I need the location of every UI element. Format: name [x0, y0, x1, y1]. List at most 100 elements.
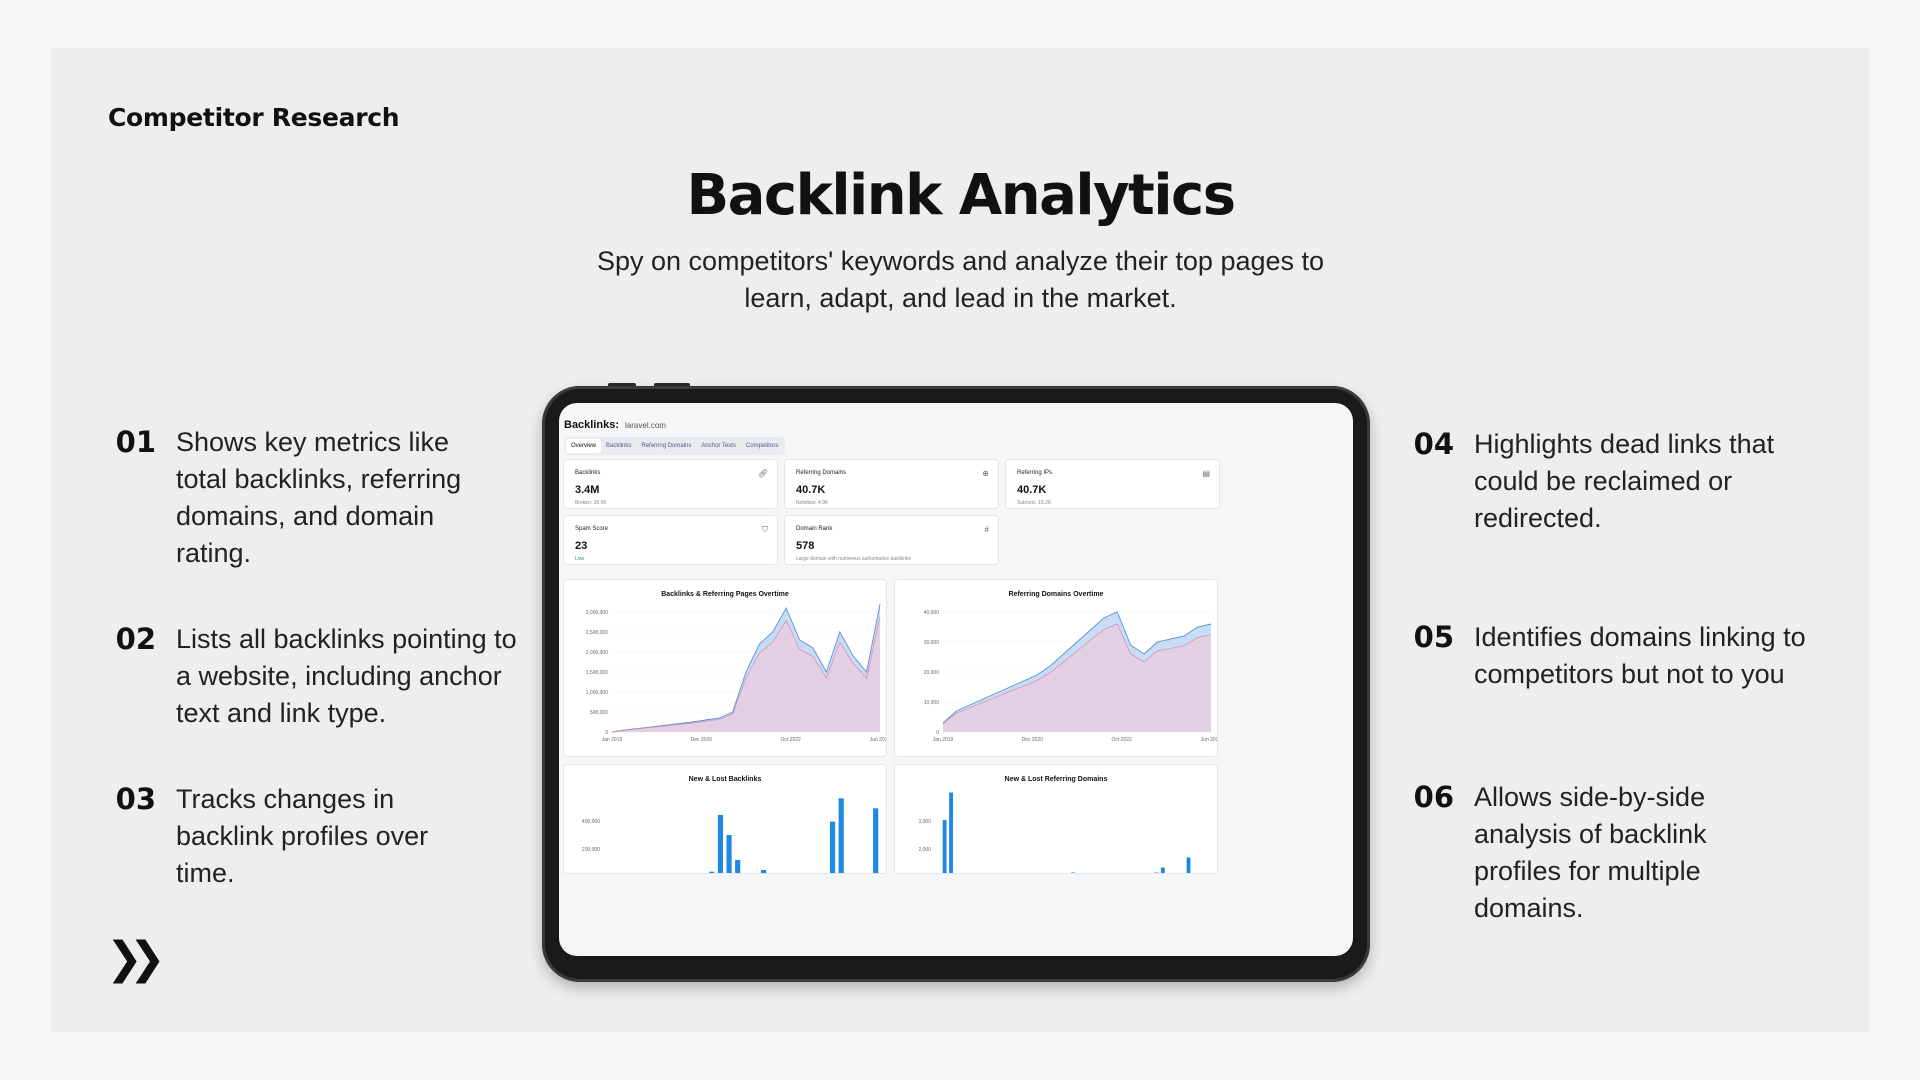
bar [735, 860, 741, 873]
y-tick-label: 3,000 [918, 819, 931, 825]
page-subtitle: Spy on competitors' keywords and analyze… [51, 243, 1870, 317]
metric-value: 40.7K [796, 484, 826, 496]
x-tick-label: Jan 2019 [933, 737, 954, 743]
y-tick-label: 400,000 [582, 819, 600, 825]
y-tick-label: 500,000 [590, 710, 608, 716]
bar [709, 871, 715, 873]
feature-text: Shows key metrics like total backlinks, … [176, 427, 462, 568]
area-chart-svg: 3,000,000 2,500,000 2,000,000 1,500,000 1,00… [586, 603, 887, 743]
metric-value: 40.7K [1017, 484, 1047, 496]
bar [717, 815, 724, 873]
feature-01: 01 Shows key metrics like total backlink… [108, 424, 538, 572]
slide: Competitor Research Backlink Analytics S… [51, 48, 1870, 1032]
bar [942, 820, 947, 873]
y-tick-label: 200,000 [582, 847, 600, 853]
bar-chart-svg: 400,000 200,000 [582, 798, 879, 873]
x-tick-label: Dec 2020 [1022, 737, 1044, 743]
x-tick-label: Jun 2024 [870, 737, 887, 743]
series-line [942, 611, 1212, 724]
feature-number: 05 [1413, 620, 1454, 654]
section-kicker: Competitor Research [108, 103, 400, 132]
bar [726, 835, 732, 873]
server-icon: ▤ [1202, 469, 1210, 478]
feature-number: 01 [115, 425, 156, 459]
metric-subtext: Broken: 28.9K [575, 500, 607, 506]
y-tick-label: 1,000,000 [586, 690, 608, 696]
feature-text: Tracks changes in backlink profiles over… [176, 784, 429, 888]
feature-04: 04 Highlights dead links that could be r… [1406, 426, 1846, 537]
bar [1160, 867, 1165, 873]
y-tick-label: 40,000 [924, 610, 940, 616]
metric-subtext: Nofollow: 4.9K [796, 500, 829, 506]
bar [949, 792, 953, 873]
x-tick-label: Jan 2019 [602, 737, 623, 743]
feature-text: Allows side-by-side analysis of backlink… [1474, 782, 1707, 923]
chart-new-lost-referring-domains: New & Lost Referring Domains 3,000 2,000 [894, 764, 1218, 874]
metric-card-backlinks[interactable]: Backlinks 3.4M Broken: 28.9K 🔗︎ [563, 459, 778, 509]
bar [1186, 857, 1191, 873]
feature-02: 02 Lists all backlinks pointing to a web… [108, 621, 578, 732]
chart-title: New & Lost Referring Domains [1004, 776, 1108, 783]
metric-value: 578 [796, 540, 815, 552]
metric-subtext: Low [575, 556, 585, 562]
series-line [942, 623, 1212, 725]
metric-card-domain-rank[interactable]: Domain Rank 578 Large domain with numero… [784, 515, 999, 565]
bar [760, 870, 767, 873]
hash-icon: # [984, 525, 989, 534]
globe-icon: ⊕ [982, 469, 989, 478]
series-area [612, 616, 880, 732]
feature-06: 06 Allows side-by-side analysis of backl… [1406, 779, 1846, 927]
metric-card-referring-ips[interactable]: Referring IPs 40.7K Subnets: 15.2K ▤ [1005, 459, 1220, 509]
tab-referring-domains[interactable]: Referring Domains [641, 443, 692, 449]
shield-icon: ⛉ [762, 525, 768, 534]
tab-competitors[interactable]: Competitors [745, 443, 779, 449]
metric-subtext: Large domain with numerous authoritative… [796, 556, 912, 562]
y-tick-label: 3,000,000 [586, 610, 608, 616]
bar [838, 798, 844, 873]
feature-text: Identifies domains linking to competitor… [1474, 622, 1806, 689]
y-tick-label: 1,500,000 [586, 670, 608, 676]
feature-number: 02 [115, 622, 156, 656]
metric-label: Spam Score [575, 526, 609, 532]
tab-anchor-texts[interactable]: Anchor Texts [701, 443, 736, 449]
metric-label: Backlinks [575, 470, 601, 476]
metric-label: Domain Rank [796, 526, 833, 532]
chart-title: Referring Domains Overtime [1008, 591, 1104, 598]
chart-referring-domains-overtime: Referring Domains Overtime 40,000 30,000 2… [894, 579, 1218, 757]
app-tabs: Overview Backlinks Referring Domains Anc… [564, 437, 786, 455]
metric-value: 3.4M [575, 484, 600, 496]
x-tick-label: Oct 2022 [1112, 737, 1133, 743]
series-line [611, 616, 881, 733]
bar-chart-svg: 3,000 2,000 [918, 792, 1191, 873]
y-tick-label: 30,000 [924, 640, 940, 646]
chart-backlinks-overtime: Backlinks & Referring Pages Overtime 3,0… [563, 579, 887, 757]
app-domain: laravel.com [625, 421, 666, 430]
series-line [611, 603, 881, 733]
feature-number: 04 [1413, 427, 1454, 461]
x-tick-label: Dec 2020 [691, 737, 713, 743]
link-icon: 🔗︎ [757, 469, 768, 478]
feature-number: 03 [115, 782, 156, 816]
feature-text: Highlights dead links that could be recl… [1474, 429, 1775, 533]
y-tick-label: 2,500,000 [586, 630, 608, 636]
tab-overview[interactable]: Overview [566, 439, 602, 453]
feature-number: 06 [1413, 780, 1454, 814]
tablet-button [654, 383, 690, 387]
page-title: Backlink Analytics [686, 163, 1236, 228]
app-header: Backlinks: laravel.com [564, 419, 666, 431]
double-chevron-right-icon: ❯❯ [106, 933, 166, 984]
subtitle-line-1: Spy on competitors' keywords and analyze… [596, 246, 1325, 276]
series-area [943, 624, 1211, 732]
feature-03: 03 Tracks changes in backlink profiles o… [108, 781, 538, 892]
y-tick-label: 2,000,000 [586, 650, 608, 656]
tab-backlinks[interactable]: Backlinks [606, 443, 632, 449]
metric-card-spam-score[interactable]: Spam Score 23 Low ⛉ [563, 515, 778, 565]
feature-text: Lists all backlinks pointing to a websit… [176, 624, 517, 728]
feature-05: 05 Identifies domains linking to competi… [1406, 619, 1846, 693]
tablet-screen: Backlinks: laravel.com Overview Backlink… [559, 403, 1353, 956]
y-tick-label: 2,000 [918, 847, 931, 853]
metric-card-referring-domains[interactable]: Referring Domains 40.7K Nofollow: 4.9K ⊕ [784, 459, 999, 509]
bar [873, 808, 879, 873]
metric-label: Referring IPs [1017, 470, 1053, 476]
